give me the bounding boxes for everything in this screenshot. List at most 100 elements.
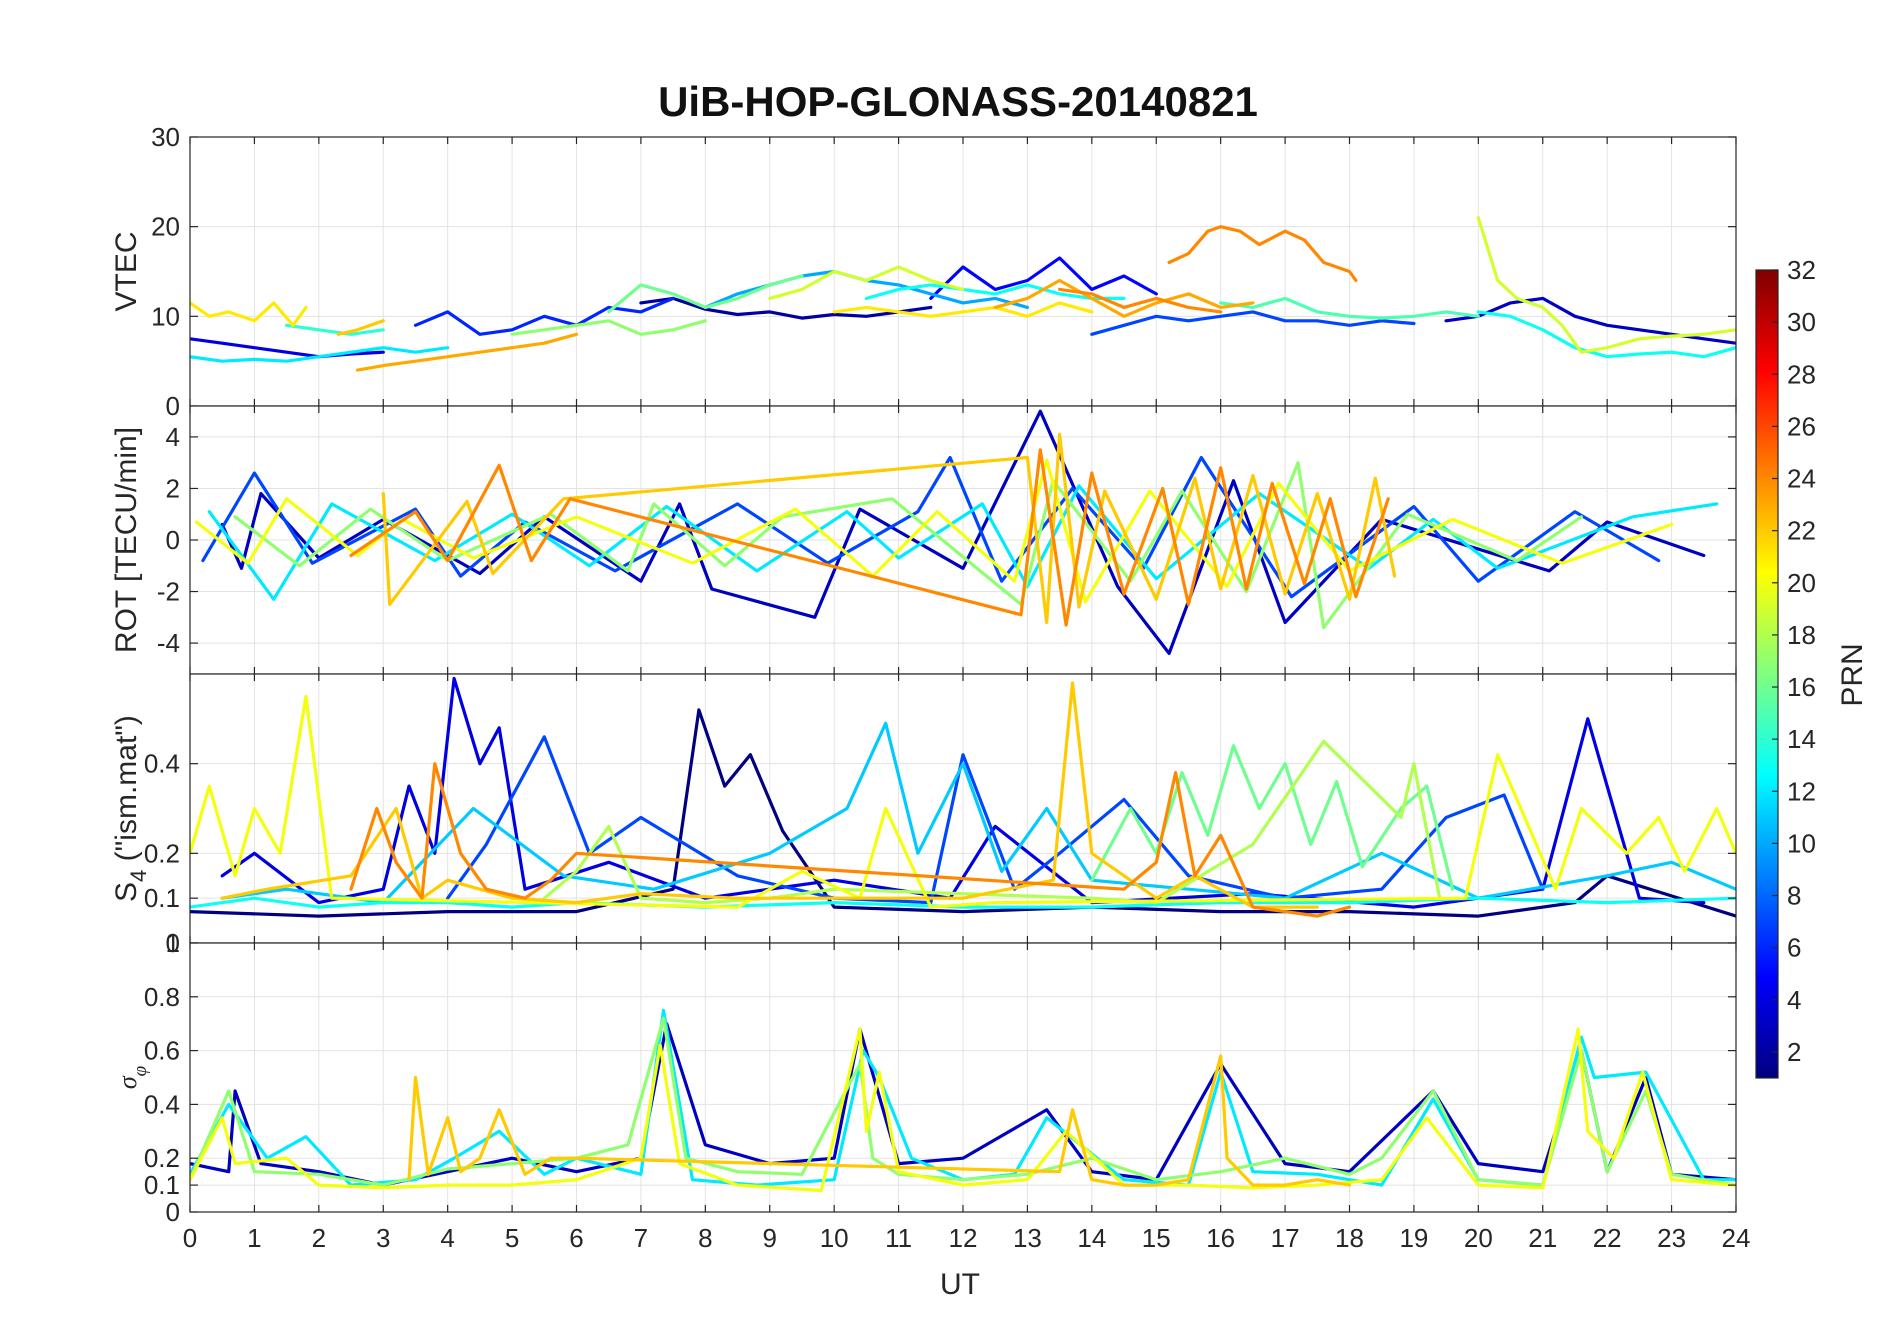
x-tick-label: 16 [1206, 1223, 1235, 1253]
series-line-prn-12 [190, 346, 450, 363]
colorbar-tick-label: 18 [1787, 620, 1816, 650]
series-line-prn-21 [832, 301, 1094, 318]
y-tick-label: 0.2 [144, 1143, 180, 1173]
colorbar-tick-label: 30 [1787, 307, 1816, 337]
series-line-prn-17 [510, 319, 707, 336]
y-axis-label-s4: S4 ("ism.mat") [110, 715, 151, 902]
series-line-prn-11 [220, 721, 1736, 905]
y-tick-label: 0.2 [144, 838, 180, 868]
x-tick-label: 22 [1593, 1223, 1622, 1253]
x-tick-label: 11 [885, 1223, 912, 1253]
colorbar-tick-label: 16 [1787, 672, 1816, 702]
y-tick-label: 0 [166, 525, 180, 555]
y-tick-label: 1 [166, 928, 180, 958]
series-line-prn-13 [1476, 310, 1736, 359]
series-line-prn-14 [285, 323, 385, 336]
x-tick-label: 10 [820, 1223, 849, 1253]
y-axis-label-part: 4 [126, 870, 151, 882]
y-tick-label: 20 [151, 212, 180, 242]
series-line-prn-7 [1090, 310, 1416, 336]
series-line-prn-21 [190, 301, 308, 327]
x-axis-label: UT [940, 1268, 980, 1301]
y-axis-label-sigma_phi: σφ [113, 1066, 151, 1089]
y-tick-label: 0.4 [144, 1089, 180, 1119]
colorbar-tick-label: 24 [1787, 464, 1816, 494]
y-axis-label-part: σ [113, 1075, 142, 1089]
y-tick-label: 30 [151, 122, 180, 152]
series-line-prn-22 [336, 319, 385, 336]
y-tick-label: 10 [151, 301, 180, 331]
series-line-prn-19 [1476, 216, 1736, 354]
x-tick-label: 17 [1271, 1223, 1300, 1253]
y-tick-label: 0 [166, 391, 180, 421]
series-line-prn-7 [446, 735, 1545, 905]
colorbar-tick-label: 28 [1787, 359, 1816, 389]
x-tick-label: 19 [1399, 1223, 1428, 1253]
colorbar-tick-label: 20 [1787, 568, 1816, 598]
y-tick-label: 0.4 [144, 749, 180, 779]
series-line-prn-15 [1219, 296, 1480, 320]
y-axis-label-vtec: VTEC [110, 231, 143, 311]
series-line-prn-24 [349, 762, 1352, 918]
series-line-prn-5 [929, 256, 1158, 300]
y-axis-label-part: ("ism.mat") [110, 715, 143, 870]
x-tick-label: 24 [1722, 1223, 1751, 1253]
series-line-prn-12 [207, 484, 1719, 601]
y-tick-label: 0.1 [144, 883, 180, 913]
colorbar-tick-label: 12 [1787, 776, 1816, 806]
colorbar-tick-label: 4 [1787, 985, 1801, 1015]
y-axis-label-part: φ [130, 1066, 151, 1077]
series-line-prn-19 [768, 265, 965, 300]
y-axis-label-part: S [110, 882, 143, 902]
x-tick-label: 8 [698, 1223, 712, 1253]
series-line-prn-18 [542, 739, 1442, 905]
y-tick-label: -4 [157, 628, 180, 658]
colorbar-tick-label: 22 [1787, 516, 1816, 546]
y-tick-label: 0.8 [144, 982, 180, 1012]
x-tick-label: 21 [1528, 1223, 1557, 1253]
colorbar-tick-label: 32 [1787, 255, 1816, 285]
x-tick-label: 23 [1657, 1223, 1686, 1253]
x-tick-label: 20 [1464, 1223, 1493, 1253]
series-line-prn-13 [190, 896, 1736, 909]
y-tick-label: -2 [157, 577, 180, 607]
y-axis-label-rot: ROT [TECU/min] [110, 427, 143, 653]
series-line-prn-20 [194, 458, 1674, 604]
panel-vtec: 0 10 20 30 VTEC [110, 122, 1737, 421]
y-tick-label: 2 [166, 473, 180, 503]
colorbar-tick-label: 2 [1787, 1037, 1801, 1067]
figure-title: UiB-HOP-GLONASS-20140821 [658, 78, 1258, 125]
series-line-prn-16 [607, 274, 804, 314]
x-tick-label: 15 [1142, 1223, 1171, 1253]
colorbar-tick-label: 10 [1787, 828, 1816, 858]
colorbar-tick-label: 26 [1787, 411, 1816, 441]
panel-s4-series [190, 676, 1736, 918]
colorbar-tick-label: 6 [1787, 933, 1801, 963]
panel-sigma_phi-series [190, 1008, 1736, 1193]
x-tick-label: 9 [763, 1223, 777, 1253]
colorbar-label: PRN [1836, 643, 1869, 706]
series-line-prn-24 [1058, 287, 1223, 314]
y-tick-label: 0.1 [144, 1170, 180, 1200]
x-tick-label: 18 [1335, 1223, 1364, 1253]
y-tick-label: 0 [166, 928, 180, 958]
panel-vtec-series [190, 216, 1736, 372]
series-line-prn-20 [190, 694, 1736, 909]
x-tick-label: 0 [183, 1223, 197, 1253]
x-tick-label: 5 [505, 1223, 519, 1253]
series-line-prn-23 [993, 278, 1255, 318]
x-tick-label: 1 [247, 1223, 261, 1253]
series-line-prn-13 [864, 283, 1126, 300]
colorbar-gradient [1755, 269, 1779, 1079]
series-line-prn-6 [413, 296, 675, 336]
series-line-prn-3 [220, 409, 1706, 655]
series-line-prn-23 [355, 332, 579, 372]
x-tick-label: 13 [1013, 1223, 1042, 1253]
x-tick-label: 6 [569, 1223, 583, 1253]
x-tick-label: 7 [634, 1223, 648, 1253]
panel-s4: 00.10.20.4S4 ("ism.mat") [110, 673, 1737, 958]
x-tick-label: 4 [440, 1223, 454, 1253]
